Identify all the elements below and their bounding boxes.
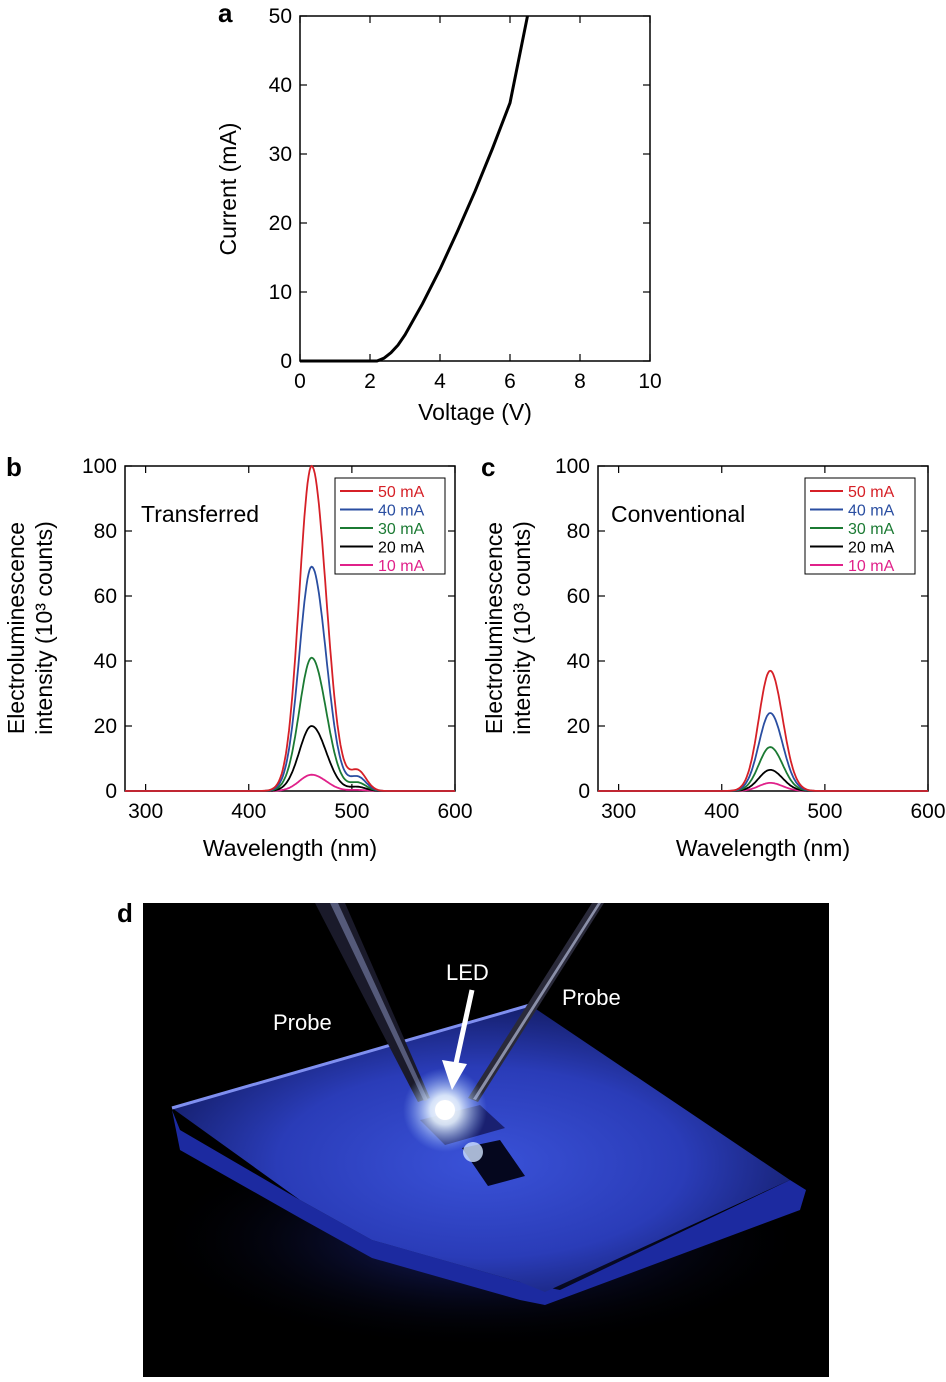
- plot-frame-c: [597, 465, 929, 792]
- y-axis-title-c-line1: Electroluminescence: [481, 522, 507, 734]
- c-ytick-label: 100: [555, 455, 590, 478]
- b-ytick-label: 0: [105, 780, 117, 803]
- a-xtick-label: 4: [434, 370, 446, 393]
- c-ytick-label: 80: [567, 520, 590, 543]
- c-series-10-mA: [598, 782, 928, 792]
- panel-letter-b: b: [6, 452, 22, 482]
- label-probe-right: Probe: [562, 985, 621, 1010]
- y-axis-title-c-line2: intensity (10³ counts): [509, 521, 535, 734]
- panel-letter-a: a: [218, 0, 233, 28]
- y-axis-title-b-line2: intensity (10³ counts): [31, 521, 57, 734]
- b-legend-label: 50 mA: [378, 484, 425, 501]
- c-ytick-label: 20: [567, 715, 590, 738]
- panel-c: c 300 400 500 600 0 20 40 60 80 100 Conventional…: [481, 452, 946, 861]
- a-ytick-label: 20: [269, 212, 292, 235]
- substrate-highlight: [171, 1003, 531, 1110]
- c-series-50-mA: [598, 669, 928, 792]
- spectra-b: [125, 464, 455, 792]
- y-axis-a: 0 10 20 30 40 50: [269, 5, 650, 373]
- label-transferred: Transferred: [141, 501, 259, 527]
- b-legend-label: 10 mA: [378, 558, 425, 575]
- c-legend-label: 30 mA: [848, 521, 895, 538]
- a-ytick-label: 40: [269, 74, 292, 97]
- b-series-50-mA: [125, 464, 455, 792]
- panel-d: d Probe Probe LED Probe: [117, 898, 829, 1377]
- probe-left-shine: [330, 903, 428, 1101]
- spectra-c: [598, 669, 928, 792]
- legend-box-c: [804, 477, 916, 575]
- substrate-edge: [172, 1110, 806, 1305]
- panel-a: a 0 2 4 6 8 10 0 10 20 30 40 50 Voltage (V) Curren…: [215, 0, 662, 425]
- x-axis-title-a: Voltage (V): [418, 399, 532, 425]
- c-ytick-label: 0: [578, 780, 590, 803]
- c-xtick-label: 400: [704, 800, 739, 823]
- plot-frame-a: [299, 15, 651, 362]
- c-legend-label: 10 mA: [848, 558, 895, 575]
- panel-letter-c: c: [481, 452, 495, 482]
- panel-letter-d: d: [117, 898, 133, 928]
- a-xtick-label: 0: [294, 370, 306, 393]
- b-legend-label: 40 mA: [378, 503, 425, 520]
- b-ytick-label: 80: [94, 520, 117, 543]
- b-xtick-label: 300: [128, 800, 163, 823]
- led-emission: [435, 1100, 455, 1120]
- y-axis-title-b-line1: Electroluminescence: [3, 522, 29, 734]
- b-ytick-label: 20: [94, 715, 117, 738]
- a-ytick-label: 0: [280, 350, 292, 373]
- probe-right-shine: [473, 903, 601, 1100]
- x-axis-title-c: Wavelength (nm): [676, 835, 850, 861]
- c-ytick-label: 60: [567, 585, 590, 608]
- b-xtick-label: 400: [231, 800, 266, 823]
- c-legend-label: 20 mA: [848, 540, 895, 557]
- b-ytick-label: 100: [82, 455, 117, 478]
- c-ytick-label: 40: [567, 650, 590, 673]
- b-xtick-label: 600: [437, 800, 472, 823]
- b-xtick-label: 500: [334, 800, 369, 823]
- c-series-20-mA: [598, 769, 928, 792]
- c-series-40-mA: [598, 712, 928, 792]
- b-ytick-label: 60: [94, 585, 117, 608]
- label-probe-left-text: Probe: [273, 1010, 332, 1035]
- c-xtick-label: 600: [910, 800, 945, 823]
- y-axis-title-a: Current (mA): [215, 123, 241, 256]
- label-led: LED: [446, 960, 489, 985]
- led-arrow-head: [442, 1060, 467, 1090]
- x-axis-title-b: Wavelength (nm): [203, 835, 377, 861]
- x-axis-b: 300 400 500 600: [128, 466, 473, 823]
- c-xtick-label: 300: [601, 800, 636, 823]
- a-xtick-label: 6: [504, 370, 516, 393]
- pad-reflection: [463, 1142, 483, 1162]
- a-ytick-label: 10: [269, 281, 292, 304]
- plot-frame-b: [124, 465, 456, 792]
- x-axis-a: 0 2 4 6 8 10: [294, 16, 662, 393]
- legend-box-b: [334, 477, 446, 575]
- y-axis-b: 0 20 40 60 80 100: [82, 455, 455, 803]
- b-legend-label: 30 mA: [378, 521, 425, 538]
- b-ytick-label: 40: [94, 650, 117, 673]
- led-arrow-shaft: [452, 989, 475, 1069]
- b-legend-label: 20 mA: [378, 540, 425, 557]
- a-xtick-label: 10: [638, 370, 661, 393]
- b-series-40-mA: [125, 565, 455, 792]
- c-xtick-label: 500: [807, 800, 842, 823]
- a-xtick-label: 8: [574, 370, 586, 393]
- iv-curve: [300, 15, 529, 363]
- a-xtick-label: 2: [364, 370, 376, 393]
- x-axis-c: 300 400 500 600: [601, 466, 946, 823]
- c-legend-label: 40 mA: [848, 503, 895, 520]
- y-axis-c: 0 20 40 60 80 100: [555, 455, 928, 803]
- label-conventional: Conventional: [611, 501, 745, 527]
- c-legend-label: 50 mA: [848, 484, 895, 501]
- a-ytick-label: 50: [269, 5, 292, 28]
- a-ytick-label: 30: [269, 143, 292, 166]
